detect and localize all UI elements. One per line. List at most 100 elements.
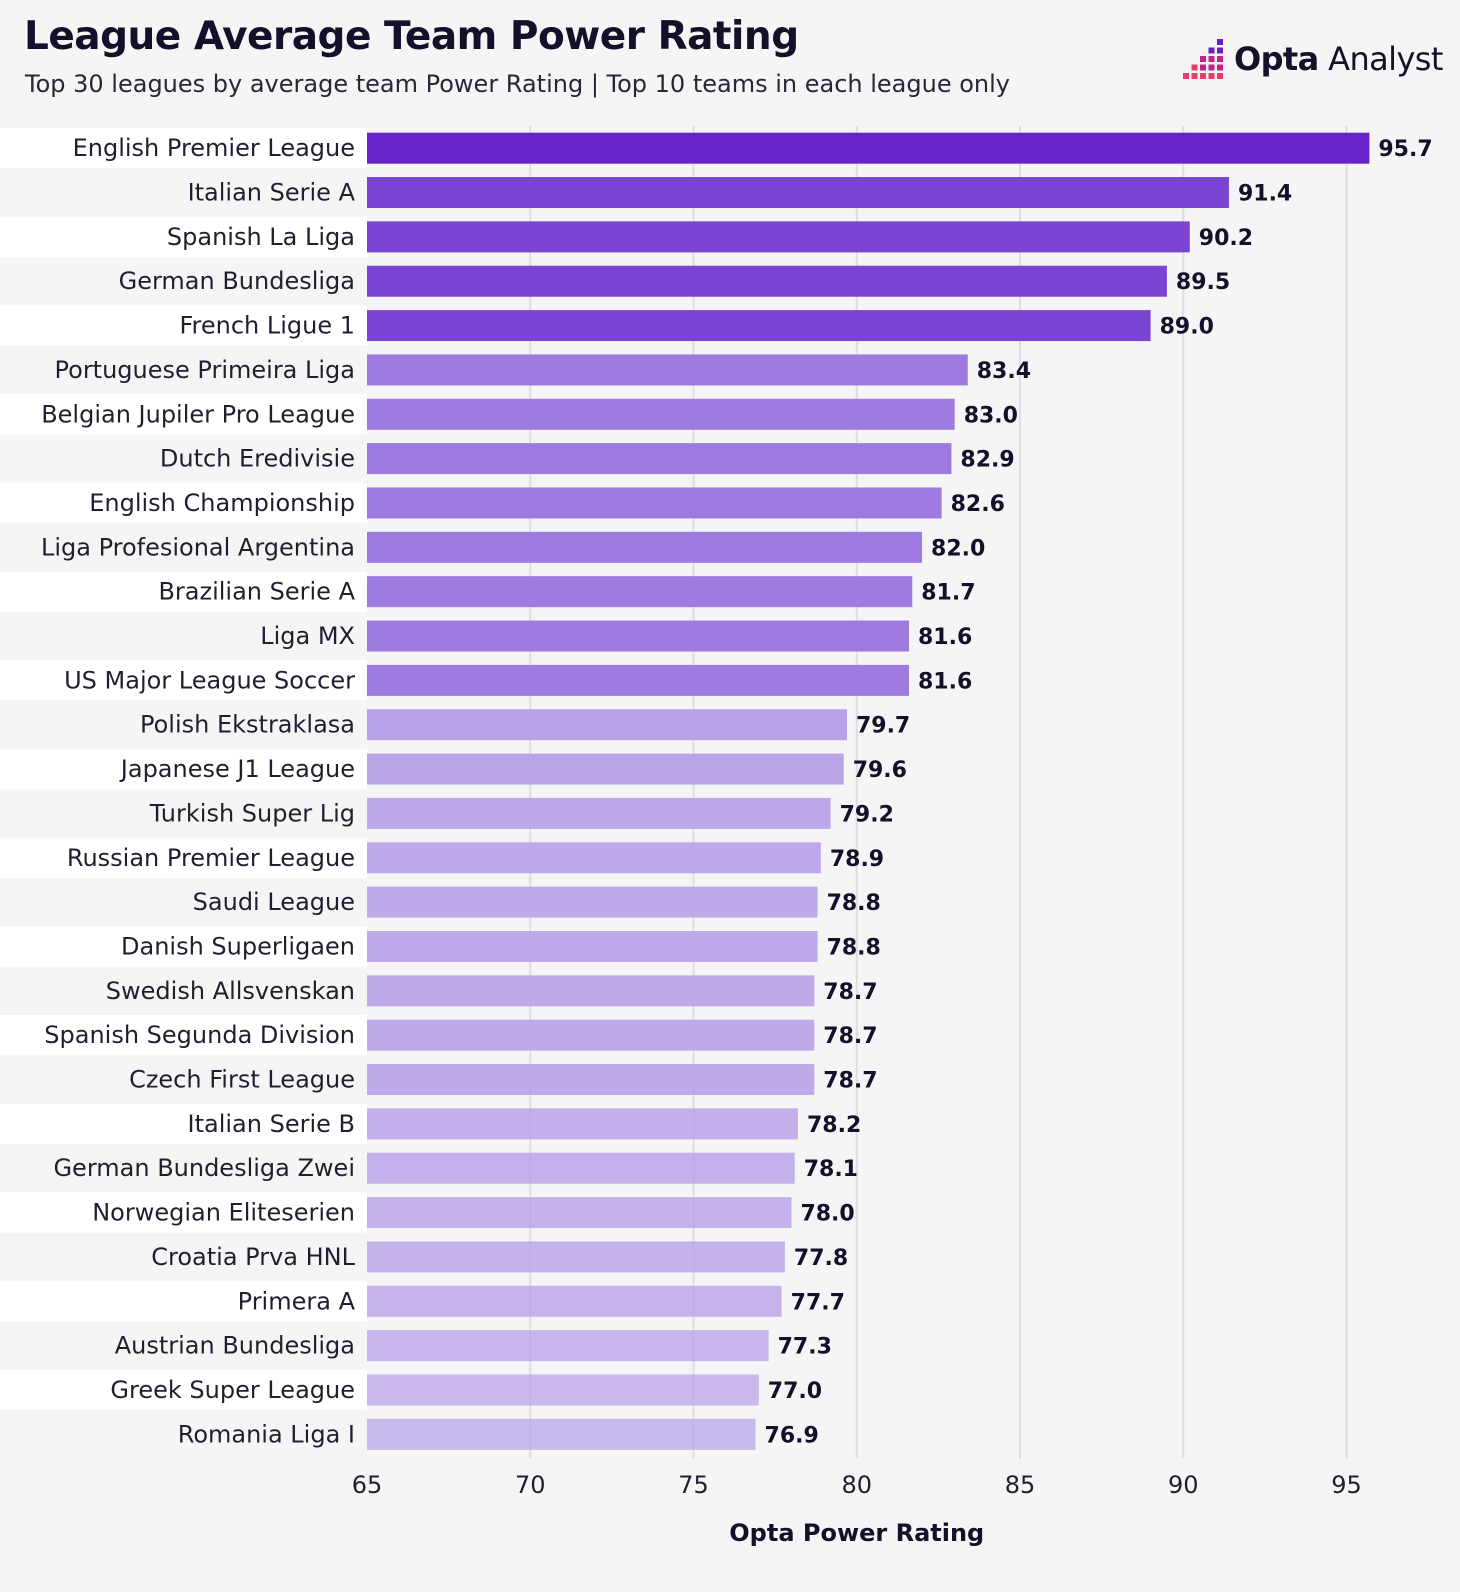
bar xyxy=(367,1330,769,1362)
bar xyxy=(367,132,1370,164)
x-tick-label: 65 xyxy=(352,1471,383,1499)
chart-subtitle: Top 30 leagues by average team Power Rat… xyxy=(25,70,1010,98)
row-stripe xyxy=(0,660,367,701)
logo-dot xyxy=(1200,64,1206,71)
value-label: 77.3 xyxy=(778,1335,832,1360)
category-label: Austrian Bundesliga xyxy=(115,1332,355,1360)
row-stripe xyxy=(0,1369,367,1411)
category-label: Swedish Allsvenskan xyxy=(106,977,355,1005)
logo-dot xyxy=(1217,64,1223,71)
category-label: Portuguese Primeira Liga xyxy=(55,356,355,384)
category-label: German Bundesliga Zwei xyxy=(53,1154,355,1182)
value-label: 90.2 xyxy=(1199,226,1253,251)
row-stripe xyxy=(0,1015,367,1056)
x-tick-label: 90 xyxy=(1168,1471,1199,1499)
category-label: Croatia Prva HNL xyxy=(151,1243,355,1271)
row-stripe xyxy=(0,1281,367,1322)
value-label: 81.6 xyxy=(918,625,972,650)
logo-dot xyxy=(1200,73,1206,79)
bar xyxy=(367,620,909,652)
row-stripe xyxy=(0,748,367,790)
category-label: Polish Ekstraklasa xyxy=(140,711,355,739)
category-label: Dutch Eredivisie xyxy=(160,445,355,473)
row-stripes xyxy=(0,128,367,1411)
value-labels: 95.7 91.4 90.2 89.5 89.0 83.4 83.0 82.9 82.6 82.0… xyxy=(765,137,1433,1448)
row-stripe xyxy=(0,128,367,169)
bar xyxy=(367,487,942,519)
value-label: 77.8 xyxy=(794,1246,848,1271)
grid-lines xyxy=(529,126,1348,1459)
bar xyxy=(367,1241,785,1273)
value-label: 91.4 xyxy=(1238,182,1292,207)
x-tick-label: 85 xyxy=(1005,1471,1036,1499)
value-label: 78.8 xyxy=(827,935,881,960)
bar xyxy=(367,265,1167,297)
row-stripe xyxy=(0,837,367,878)
x-axis-ticks: 65 70 75 80 85 90 95 xyxy=(352,1471,1362,1499)
category-label: Romania Liga I xyxy=(178,1420,355,1448)
row-stripe xyxy=(0,482,367,524)
logo-dot xyxy=(1217,73,1223,79)
bar xyxy=(367,398,955,430)
bar xyxy=(367,842,821,874)
category-labels: English Premier League Italian Serie A Spa… xyxy=(41,134,356,1448)
category-label: Czech First League xyxy=(129,1066,355,1094)
value-label: 78.7 xyxy=(823,1069,877,1094)
row-stripe xyxy=(0,216,367,258)
bar xyxy=(367,1197,792,1229)
value-label: 81.6 xyxy=(918,669,972,694)
bar xyxy=(367,1108,798,1140)
x-tick-label: 80 xyxy=(841,1471,872,1499)
value-label: 83.0 xyxy=(964,403,1018,428)
value-label: 79.2 xyxy=(840,802,894,827)
bar xyxy=(367,709,847,741)
bars xyxy=(367,132,1370,1450)
value-label: 83.4 xyxy=(977,359,1031,384)
logo-dot xyxy=(1183,73,1189,79)
category-label: US Major League Soccer xyxy=(64,666,355,694)
x-tick-label: 70 xyxy=(515,1471,546,1499)
row-stripe xyxy=(0,571,367,612)
category-label: Liga Profesional Argentina xyxy=(41,533,355,561)
value-label: 79.6 xyxy=(853,758,907,783)
bar xyxy=(367,310,1151,342)
logo-dot xyxy=(1191,73,1198,79)
brand-name-bold: Opta xyxy=(1234,40,1319,78)
category-label: Danish Superligaen xyxy=(121,932,355,960)
category-label: Spanish Segunda Division xyxy=(44,1021,355,1049)
x-axis-title: Opta Power Rating xyxy=(729,1519,984,1547)
logo-dot xyxy=(1217,56,1223,62)
x-tick-label: 75 xyxy=(678,1471,709,1499)
bar xyxy=(367,975,815,1007)
value-label: 89.0 xyxy=(1160,315,1214,340)
category-label: Primera A xyxy=(238,1287,356,1315)
bar xyxy=(367,1064,815,1096)
category-label: Belgian Jupiler Pro League xyxy=(41,400,355,428)
logo-dot xyxy=(1191,64,1198,71)
bar xyxy=(367,930,818,962)
bar xyxy=(367,177,1229,209)
bar xyxy=(367,1374,759,1406)
brand-logo: Opta Analyst xyxy=(1180,34,1443,84)
value-label: 95.7 xyxy=(1378,137,1432,162)
logo-dot xyxy=(1208,56,1215,62)
bar xyxy=(367,354,968,386)
bar xyxy=(367,443,952,475)
category-label: Saudi League xyxy=(193,888,355,916)
value-label: 76.9 xyxy=(765,1423,819,1448)
category-label: Greek Super League xyxy=(110,1376,355,1404)
row-stripe xyxy=(0,394,367,435)
value-label: 82.9 xyxy=(960,448,1014,473)
category-label: Spanish La Liga xyxy=(167,223,355,251)
category-label: French Ligue 1 xyxy=(179,312,355,340)
value-label: 78.7 xyxy=(823,980,877,1005)
brand-name-light: Analyst xyxy=(1318,40,1443,78)
category-label: Italian Serie B xyxy=(188,1110,355,1138)
category-label: English Premier League xyxy=(73,134,355,162)
value-label: 82.6 xyxy=(951,492,1005,517)
category-label: Russian Premier League xyxy=(67,844,355,872)
category-label: German Bundesliga xyxy=(119,267,355,295)
category-label: Japanese J1 League xyxy=(119,755,355,783)
value-label: 78.9 xyxy=(830,847,884,872)
logo-dot xyxy=(1217,47,1223,54)
